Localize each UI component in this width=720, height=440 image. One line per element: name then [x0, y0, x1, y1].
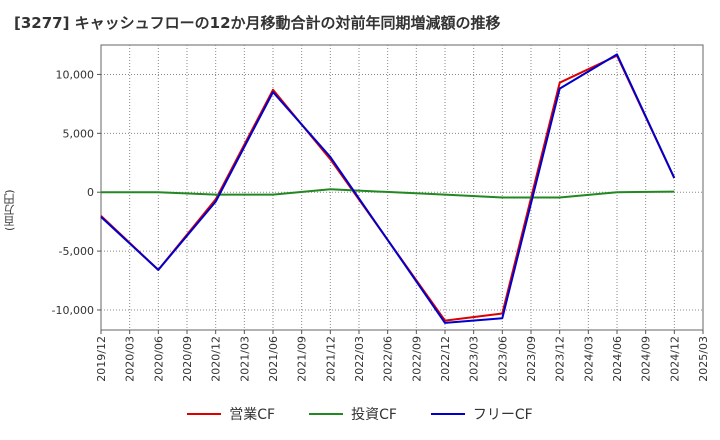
- x-tick-label: 2019/12: [95, 336, 108, 382]
- x-tick-label: 2022/06: [382, 336, 395, 382]
- axes: 10,000 5,000 0 -5,000 -10,000 2019/12 2020/03 2…: [52, 68, 710, 381]
- chart-title: [3277] キャッシュフローの12か月移動合計の対前年同期増減額の推移: [14, 14, 501, 32]
- x-tick-label: 2024/09: [640, 336, 653, 382]
- x-tick-label: 2024/12: [668, 336, 681, 382]
- line-chart: 10,000 5,000 0 -5,000 -10,000 2019/12 2020/03 2…: [52, 44, 710, 382]
- legend: 営業CF 投資CF フリーCF: [0, 404, 720, 424]
- legend-swatch-investing-cf: [309, 413, 344, 415]
- x-tick-label: 2023/09: [525, 336, 538, 382]
- free-cf-line: [100, 53, 676, 324]
- legend-label-operating-cf: 営業CF: [229, 407, 276, 423]
- investing-cf-line: [101, 188, 675, 199]
- y-tick-label: 10,000: [56, 68, 95, 81]
- legend-item-investing-cf: 投資CF: [309, 404, 397, 424]
- y-tick-label: 5,000: [63, 127, 95, 140]
- x-tick-label: 2023/03: [468, 336, 481, 382]
- legend-item-free-cf: フリーCF: [430, 404, 533, 424]
- x-tick-label: 2020/09: [181, 336, 194, 382]
- x-tick-label: 2020/03: [124, 336, 137, 382]
- legend-item-operating-cf: 営業CF: [187, 404, 275, 424]
- y-tick-label: -10,000: [52, 304, 94, 317]
- x-tick-label: 2021/12: [324, 336, 337, 382]
- legend-label-free-cf: フリーCF: [472, 407, 533, 423]
- x-tick-label: 2020/06: [152, 336, 165, 382]
- x-tick-label: 2022/09: [410, 336, 423, 382]
- legend-label-investing-cf: 投資CF: [351, 407, 397, 423]
- x-tick-label: 2020/12: [210, 336, 223, 382]
- x-tick-label: 2023/06: [496, 336, 509, 382]
- series-layer: [100, 53, 676, 324]
- y-tick-label: -5,000: [59, 245, 94, 258]
- x-tick-label: 2024/03: [582, 336, 595, 382]
- legend-swatch-free-cf: [430, 413, 465, 415]
- plot-area: [100, 44, 704, 331]
- x-tick-label: 2023/12: [554, 336, 567, 382]
- x-tick-label: 2021/09: [296, 336, 309, 382]
- x-tick-label: 2022/12: [439, 336, 452, 382]
- grid: [100, 44, 704, 331]
- x-tick-label: 2024/06: [611, 336, 624, 382]
- y-tick-label: 0: [87, 186, 94, 199]
- x-tick-label: 2021/03: [238, 336, 251, 382]
- x-tick-label: 2025/03: [697, 336, 710, 382]
- x-tick-label: 2022/03: [353, 336, 366, 382]
- x-tick-label: 2021/06: [267, 336, 280, 382]
- legend-swatch-operating-cf: [187, 413, 222, 415]
